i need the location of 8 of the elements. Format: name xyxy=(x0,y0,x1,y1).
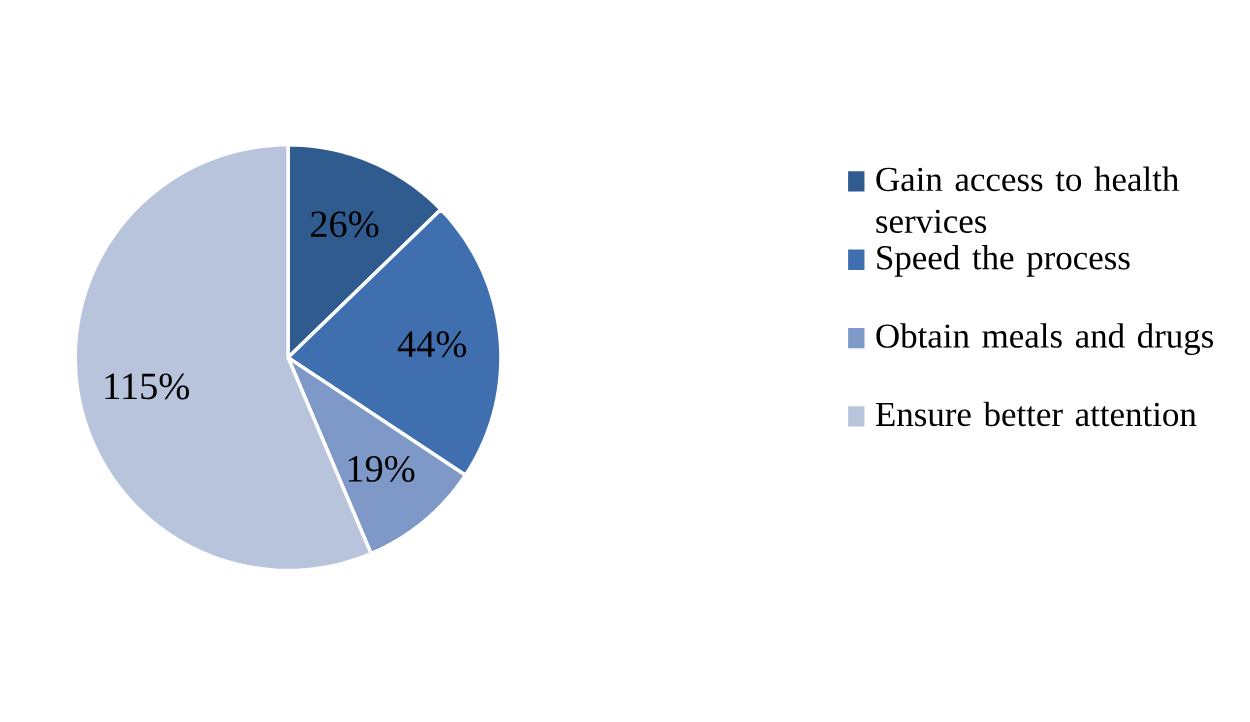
data-label: 44% xyxy=(397,331,467,358)
legend-label: Speed the process xyxy=(877,244,1130,277)
data-label: 19% xyxy=(348,455,415,482)
legend-label: Gain access to health services xyxy=(876,166,1179,234)
data-label: 115% xyxy=(105,373,189,400)
data-label: 26% xyxy=(311,211,379,238)
legend-label: Ensure better attention xyxy=(875,401,1197,427)
legend-label: Obtain meals and drugs xyxy=(876,323,1214,356)
